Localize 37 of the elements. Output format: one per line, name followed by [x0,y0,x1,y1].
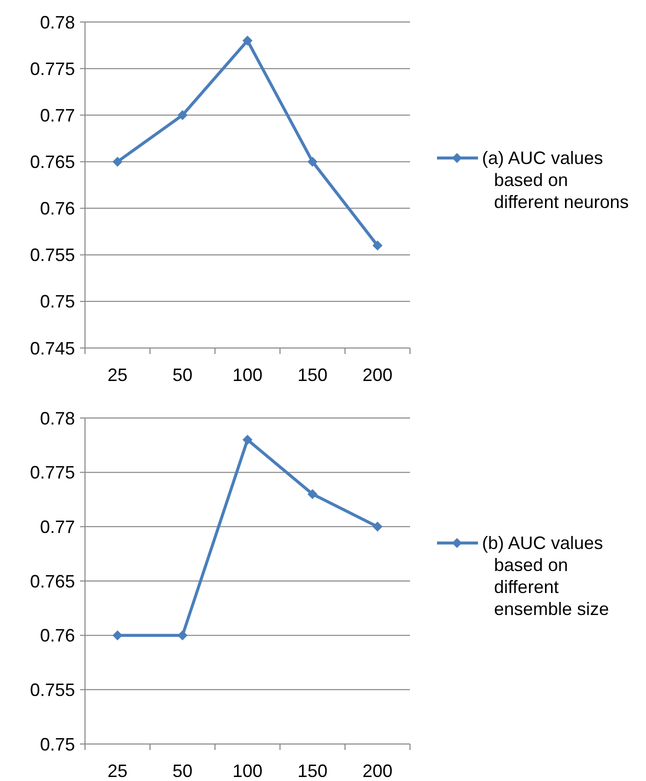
point [178,630,188,640]
x-tick-label: 25 [107,761,128,781]
y-tick-label: 0.755 [30,680,75,700]
point [308,489,318,500]
x-tick-label: 200 [362,761,393,781]
y-tick-label: 0.75 [40,292,75,312]
y-tick-label: 0.775 [30,462,75,483]
x-tick-label: 50 [172,365,193,385]
x-tick-label: 100 [232,761,263,781]
y-tick-label: 0.77 [40,105,75,126]
point [308,156,318,167]
legend-label: (b) AUC values based on different ensemble size [482,533,610,619]
y-tick-label: 0.75 [40,734,75,754]
x-tick-label: 150 [297,365,328,385]
y-tick-label: 0.77 [40,516,75,537]
x-tick-label: 25 [107,365,128,385]
point [112,630,122,640]
point [372,522,382,532]
x-tick-label: 50 [172,761,193,781]
x-tick-label: 100 [232,365,263,385]
y-tick-label: 0.78 [40,12,75,32]
x-tick-label: 150 [297,761,328,781]
point [242,36,252,46]
y-tick-label: 0.755 [30,245,75,266]
y-tick-label: 0.78 [40,408,75,428]
legend-label: (a) AUC values based on different neurons [482,148,629,212]
x-tick-label: 200 [362,365,393,385]
y-tick-label: 0.765 [30,571,75,592]
y-tick-label: 0.76 [40,198,75,219]
point [242,434,252,445]
point [178,110,188,120]
point [112,156,122,167]
point [372,240,382,251]
y-tick-label: 0.765 [30,152,75,172]
y-tick-label: 0.76 [40,626,75,646]
y-tick-label: 0.775 [30,58,75,79]
y-tick-label: 0.745 [30,338,75,358]
